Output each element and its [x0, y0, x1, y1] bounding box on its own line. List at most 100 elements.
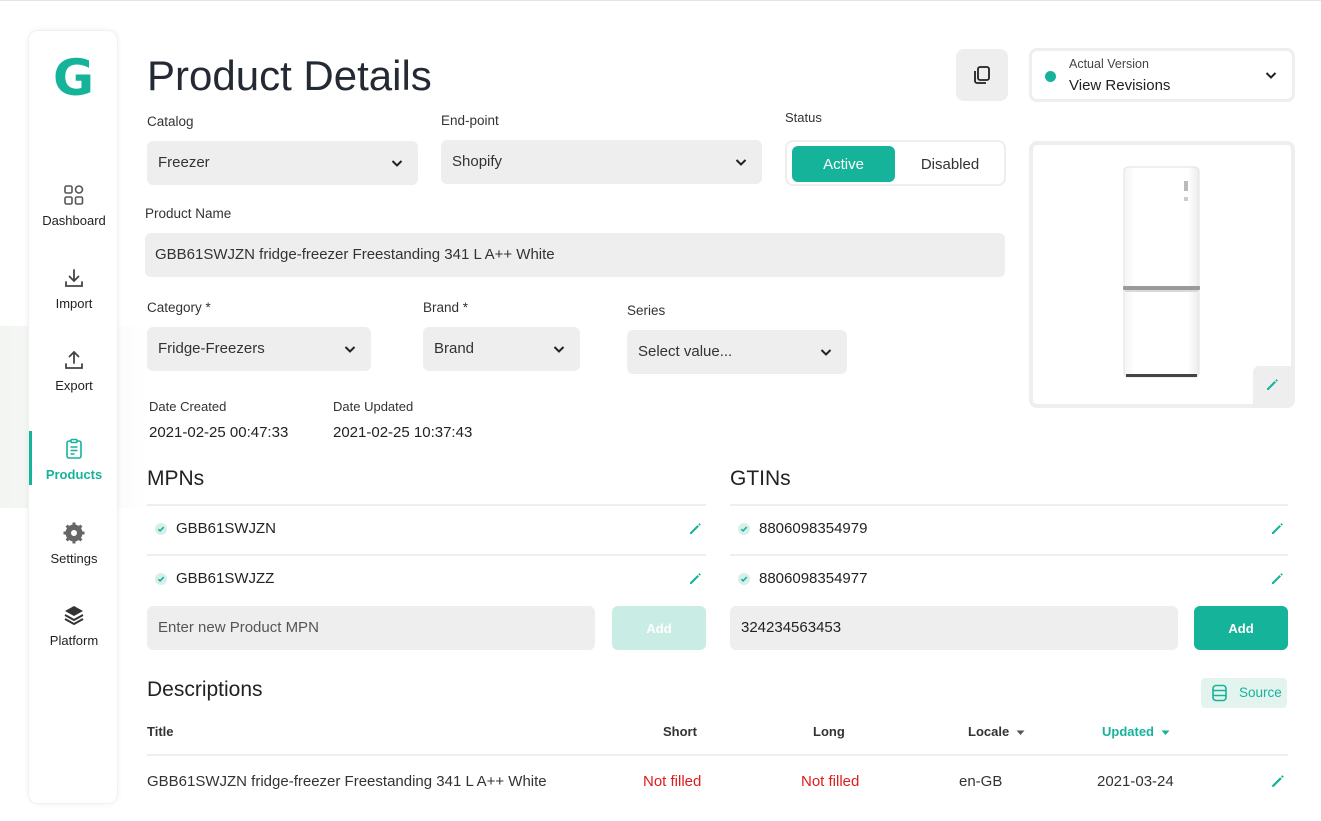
- brand-label: Brand *: [423, 300, 469, 315]
- product-image-frame: [1029, 141, 1295, 408]
- source-button[interactable]: Source: [1201, 678, 1287, 708]
- divider: [147, 554, 706, 556]
- mpn-value: GBB61SWJZZ: [176, 570, 275, 587]
- duplicate-button[interactable]: [956, 49, 1008, 101]
- status-toggle: Active Disabled: [785, 140, 1006, 186]
- endpoint-value: Shopify: [452, 153, 503, 170]
- upload-icon: [65, 350, 83, 369]
- sidebar-item-label: Import: [55, 296, 93, 311]
- divider: [730, 504, 1288, 506]
- sidebar-item-label: Settings: [50, 551, 98, 566]
- gtin-value: 8806098354979: [759, 520, 868, 537]
- gtin-row: 8806098354979: [730, 506, 1288, 554]
- category-select[interactable]: Fridge-Freezers: [147, 327, 371, 371]
- column-long: Long: [813, 724, 845, 739]
- pencil-icon[interactable]: [1270, 522, 1284, 536]
- chevron-down-icon: [820, 349, 832, 356]
- product-image: [1123, 166, 1200, 378]
- pencil-icon[interactable]: [1270, 774, 1285, 789]
- divider: [730, 554, 1288, 556]
- description-locale-cell: en-GB: [959, 773, 1003, 790]
- sidebar-item-export[interactable]: Export: [29, 348, 119, 408]
- status-active-option[interactable]: Active: [792, 146, 895, 182]
- chevron-down-icon: [735, 159, 747, 166]
- sidebar-item-import[interactable]: Import: [29, 266, 119, 326]
- series-label: Series: [627, 303, 666, 318]
- pencil-icon[interactable]: [688, 572, 702, 586]
- app-logo: G: [53, 49, 95, 107]
- add-gtin-button[interactable]: Add: [1194, 606, 1288, 650]
- date-updated-value: 2021-02-25 10:37:43: [333, 424, 473, 441]
- sidebar-item-dashboard[interactable]: Dashboard: [29, 183, 119, 243]
- version-status-dot: [1045, 71, 1056, 82]
- sidebar-item-platform[interactable]: Platform: [29, 603, 119, 663]
- mpn-row: GBB61SWJZN: [147, 506, 706, 554]
- sidebar-item-label: Export: [55, 378, 93, 393]
- divider: [147, 754, 1288, 756]
- brand-value: Brand: [434, 340, 475, 357]
- divider: [147, 504, 706, 506]
- column-updated[interactable]: Updated: [1102, 724, 1170, 739]
- column-locale-label: Locale: [968, 724, 1010, 739]
- product-name-value: GBB61SWJZN fridge-freezer Freestanding 3…: [155, 246, 555, 263]
- check-icon: [738, 573, 750, 585]
- gtin-value: 8806098354977: [759, 570, 868, 587]
- edit-image-button[interactable]: [1253, 366, 1291, 404]
- add-mpn-button[interactable]: Add: [612, 606, 706, 650]
- status-disabled-option[interactable]: Disabled: [920, 155, 980, 173]
- date-created-value: 2021-02-25 00:47:33: [149, 424, 289, 441]
- category-label: Category *: [147, 300, 211, 315]
- version-value: View Revisions: [1069, 77, 1171, 94]
- product-name-label: Product Name: [145, 206, 232, 221]
- column-title: Title: [147, 724, 174, 739]
- endpoint-label: End-point: [441, 113, 499, 128]
- mpn-input-placeholder: Enter new Product MPN: [158, 619, 319, 636]
- chevron-down-icon: [553, 346, 565, 353]
- version-select[interactable]: Actual Version View Revisions: [1029, 48, 1295, 102]
- catalog-value: Freezer: [158, 154, 210, 171]
- catalog-label: Catalog: [147, 114, 194, 129]
- sidebar-item-label: Products: [45, 467, 103, 482]
- endpoint-select[interactable]: Shopify: [441, 140, 762, 184]
- pencil-icon[interactable]: [688, 522, 702, 536]
- column-short: Short: [663, 724, 697, 739]
- version-caption: Actual Version: [1069, 57, 1149, 71]
- description-updated-cell: 2021-03-24: [1097, 773, 1174, 790]
- catalog-select[interactable]: Freezer: [147, 141, 418, 185]
- series-placeholder: Select value...: [638, 343, 733, 360]
- top-divider: [0, 0, 1321, 1]
- sidebar-item-products[interactable]: Products: [29, 431, 119, 497]
- grid-icon: [64, 185, 84, 205]
- sort-down-icon: [1161, 730, 1170, 735]
- copy-icon: [974, 66, 990, 84]
- gtin-input[interactable]: 324234563453: [730, 606, 1178, 650]
- mpn-row: GBB61SWJZZ: [147, 556, 706, 604]
- sidebar-item-settings[interactable]: Settings: [29, 521, 119, 581]
- check-icon: [155, 573, 167, 585]
- brand-select[interactable]: Brand: [423, 327, 580, 371]
- sort-down-icon: [1016, 730, 1025, 735]
- product-name-field[interactable]: GBB61SWJZN fridge-freezer Freestanding 3…: [145, 233, 1005, 277]
- gtin-input-value: 324234563453: [741, 619, 842, 636]
- category-value: Fridge-Freezers: [158, 340, 265, 357]
- gtin-row: 8806098354977: [730, 556, 1288, 604]
- column-updated-label: Updated: [1102, 724, 1154, 739]
- date-created-label: Date Created: [149, 399, 227, 414]
- check-icon: [738, 523, 750, 535]
- chevron-down-icon: [1265, 72, 1277, 79]
- chevron-down-icon: [391, 160, 403, 167]
- download-icon: [65, 269, 83, 287]
- source-label: Source: [1239, 685, 1282, 700]
- check-icon: [155, 523, 167, 535]
- description-title-cell: GBB61SWJZN fridge-freezer Freestanding 3…: [147, 773, 547, 790]
- pencil-icon: [1267, 379, 1278, 390]
- mpn-input[interactable]: Enter new Product MPN: [147, 606, 595, 650]
- series-select[interactable]: Select value...: [627, 330, 847, 374]
- layers-icon: [64, 606, 84, 626]
- sidebar-item-label: Dashboard: [42, 213, 106, 228]
- gear-icon: [63, 522, 85, 544]
- pencil-icon[interactable]: [1270, 572, 1284, 586]
- mpn-value: GBB61SWJZN: [176, 520, 277, 537]
- sidebar-item-label: Platform: [49, 633, 99, 648]
- column-locale[interactable]: Locale: [968, 724, 1025, 739]
